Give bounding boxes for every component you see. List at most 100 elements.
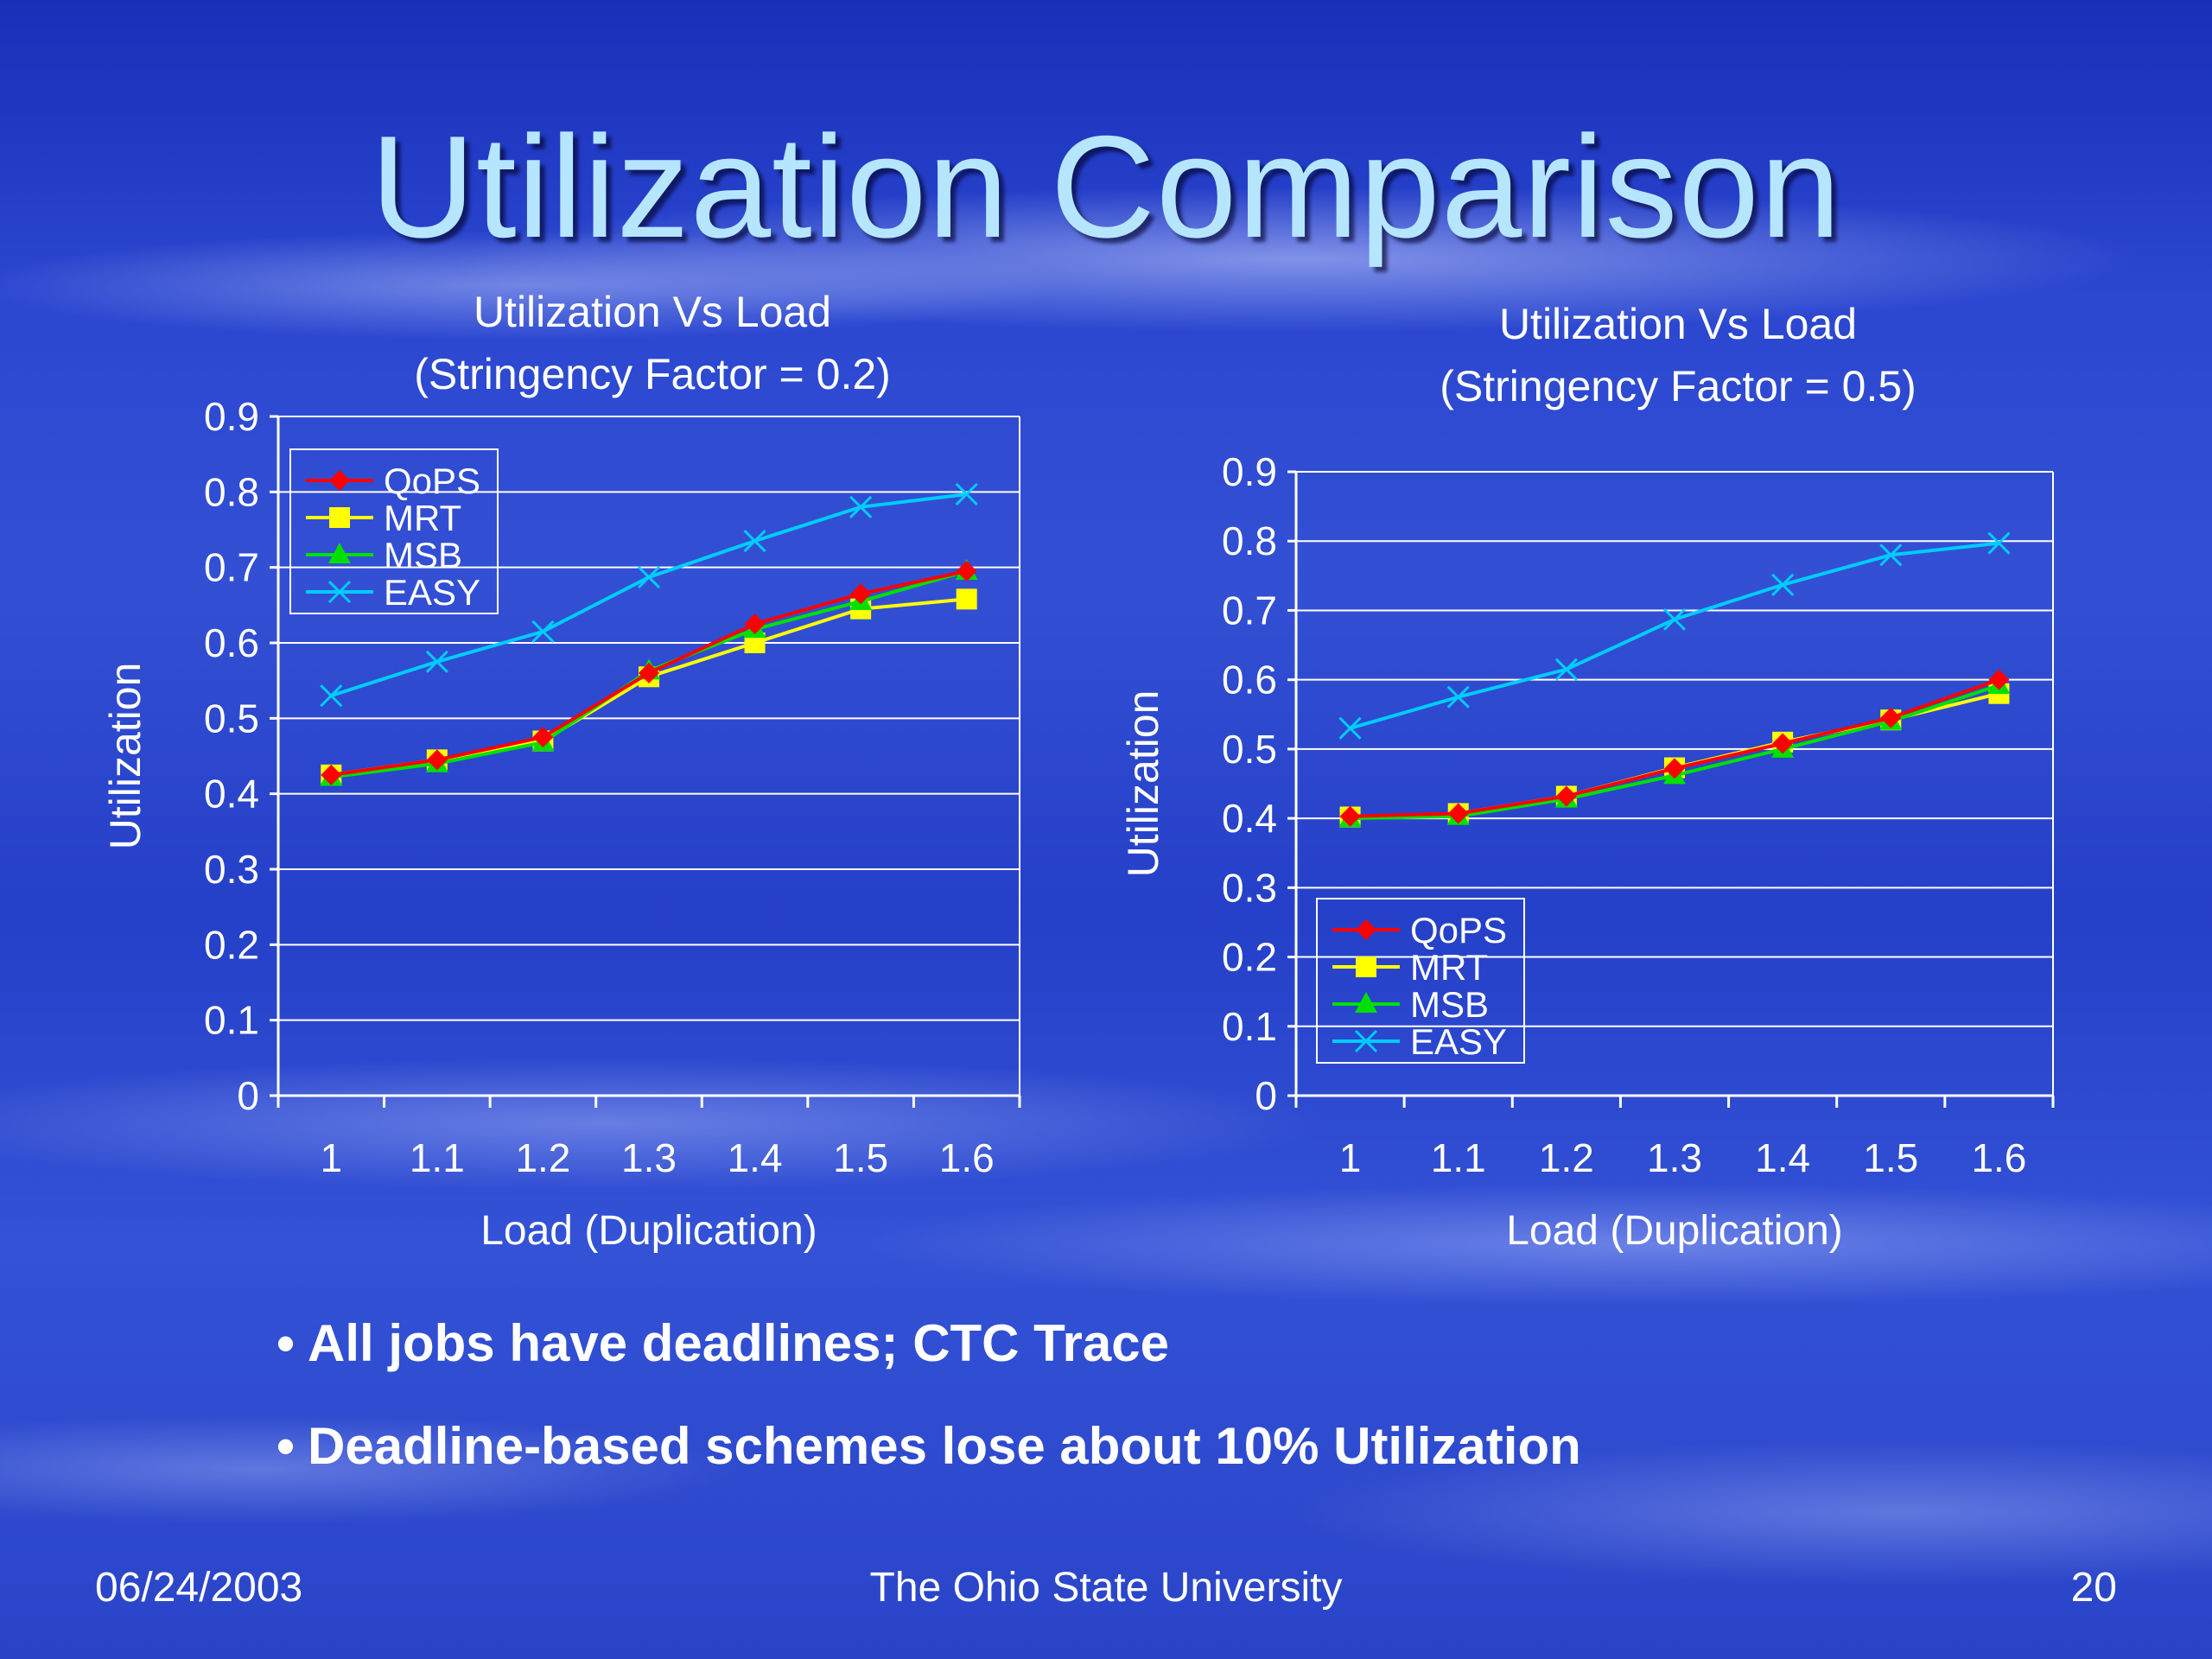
data-point — [320, 684, 343, 708]
y-tick-label: 0 — [237, 1073, 259, 1118]
x-tick-label: 1.6 — [939, 1135, 995, 1180]
data-point — [1664, 758, 1685, 779]
legend-marker — [328, 543, 351, 563]
bullet-dot-icon: • — [276, 1314, 296, 1372]
y-tick-label: 0.3 — [204, 847, 259, 892]
y-tick-label: 0.1 — [204, 998, 259, 1043]
x-tick-label: 1.3 — [621, 1135, 677, 1180]
y-tick-label: 0.9 — [204, 394, 259, 439]
y-axis-label: Utilization — [1119, 690, 1167, 878]
y-tick-label: 0.8 — [204, 469, 259, 514]
data-point — [1662, 607, 1687, 631]
x-tick-label: 1.2 — [1539, 1135, 1594, 1180]
legend-box — [1316, 898, 1525, 1064]
legend-marker — [329, 470, 350, 491]
chart-title: Utilization Vs Load — [474, 288, 831, 336]
y-tick-label: 0.4 — [204, 772, 259, 817]
data-point — [425, 650, 448, 673]
data-point — [1880, 707, 1902, 728]
data-point — [1339, 805, 1361, 827]
data-point — [1879, 543, 1903, 567]
data-point — [956, 588, 977, 610]
legend-label: MRT — [384, 498, 461, 538]
y-tick-label: 0.6 — [1222, 658, 1277, 702]
x-tick-label: 1 — [320, 1135, 342, 1180]
legend-marker — [329, 507, 350, 528]
y-tick-label: 0.8 — [1222, 518, 1277, 563]
data-point — [1988, 669, 2010, 690]
legend-label: MSB — [384, 535, 462, 575]
x-tick-label: 1.6 — [1971, 1135, 2026, 1180]
chart-stringency-0-2: Utilization Vs Load (Stringency Factor = … — [101, 288, 1021, 1254]
footer-university: The Ohio State University — [869, 1565, 1343, 1611]
data-point — [1447, 803, 1469, 824]
y-tick-label: 0.6 — [204, 620, 259, 665]
x-axis-label: Load (Duplication) — [480, 1208, 817, 1254]
bullet-text: Deadline-based schemes lose about 10% Ut… — [308, 1417, 1581, 1475]
data-point — [1987, 531, 2011, 555]
legend-marker — [1355, 992, 1377, 1013]
data-point — [850, 583, 872, 605]
data-point — [1554, 658, 1578, 681]
slide-title: Utilization Comparison — [370, 105, 1842, 268]
data-point — [1446, 685, 1470, 709]
series-easy — [1338, 531, 2011, 740]
series-qops — [1339, 669, 2010, 827]
x-axis-label: Load (Duplication) — [1506, 1208, 1843, 1254]
x-tick-label: 1.2 — [515, 1135, 570, 1180]
series-line — [1350, 541, 1999, 730]
data-point — [956, 561, 977, 582]
data-point — [321, 764, 342, 785]
series-easy — [320, 482, 978, 708]
data-point — [531, 620, 555, 643]
y-tick-label: 0.5 — [1222, 727, 1277, 772]
data-point — [639, 662, 659, 683]
x-tick-label: 1.4 — [1755, 1135, 1810, 1180]
bullet-item: • All jobs have deadlines; CTC Trace — [276, 1313, 1581, 1373]
series-msb — [1338, 673, 2011, 828]
y-tick-label: 0 — [1255, 1073, 1277, 1118]
data-point — [1771, 573, 1795, 596]
y-tick-label: 0.1 — [1222, 1004, 1277, 1049]
x-tick-label: 1 — [1339, 1135, 1362, 1180]
bullet-text: All jobs have deadlines; CTC Trace — [308, 1314, 1169, 1372]
footer-date: 06/24/2003 — [95, 1565, 303, 1611]
data-point — [743, 530, 766, 553]
bullet-dot-icon: • — [276, 1417, 296, 1475]
y-tick-label: 0.3 — [1222, 865, 1277, 910]
data-point — [1555, 785, 1577, 807]
series-line — [1350, 691, 1999, 819]
x-tick-label: 1.1 — [1431, 1135, 1486, 1180]
footer-page-number: 20 — [2070, 1565, 2117, 1611]
legend-label: QoPS — [384, 461, 480, 501]
legend-label: EASY — [384, 572, 480, 613]
legend-marker — [1356, 919, 1376, 940]
chart-title: Utilization Vs Load — [1499, 300, 1857, 348]
y-tick-label: 0.7 — [204, 545, 259, 590]
data-point — [849, 495, 873, 518]
x-tick-label: 1.3 — [1647, 1135, 1702, 1180]
chart-stringency-0-5: Utilization Vs Load (Stringency Factor = … — [1119, 300, 2026, 1254]
y-tick-label: 0.2 — [1222, 935, 1277, 980]
x-tick-label: 1.1 — [410, 1135, 465, 1180]
y-tick-label: 0.4 — [1222, 796, 1277, 841]
data-point — [955, 482, 978, 506]
legend-marker — [327, 580, 352, 604]
legend-marker — [1356, 957, 1376, 977]
legend-marker — [1354, 1029, 1378, 1053]
x-tick-label: 1.4 — [728, 1135, 783, 1180]
data-point — [426, 749, 448, 771]
legend-label: EASY — [1410, 1021, 1507, 1062]
legend-label: MRT — [1410, 947, 1488, 988]
y-tick-label: 0.9 — [1222, 449, 1277, 494]
x-tick-label: 1.5 — [1863, 1135, 1918, 1180]
bullet-item: • Deadline-based schemes lose about 10% U… — [276, 1416, 1581, 1476]
y-tick-label: 0.5 — [204, 696, 259, 741]
y-axis-label: Utilization — [101, 663, 149, 850]
data-point — [1772, 733, 1794, 754]
legend-label: MSB — [1410, 984, 1489, 1025]
data-point — [532, 727, 554, 748]
data-point — [1338, 716, 1362, 740]
data-point — [637, 565, 661, 589]
